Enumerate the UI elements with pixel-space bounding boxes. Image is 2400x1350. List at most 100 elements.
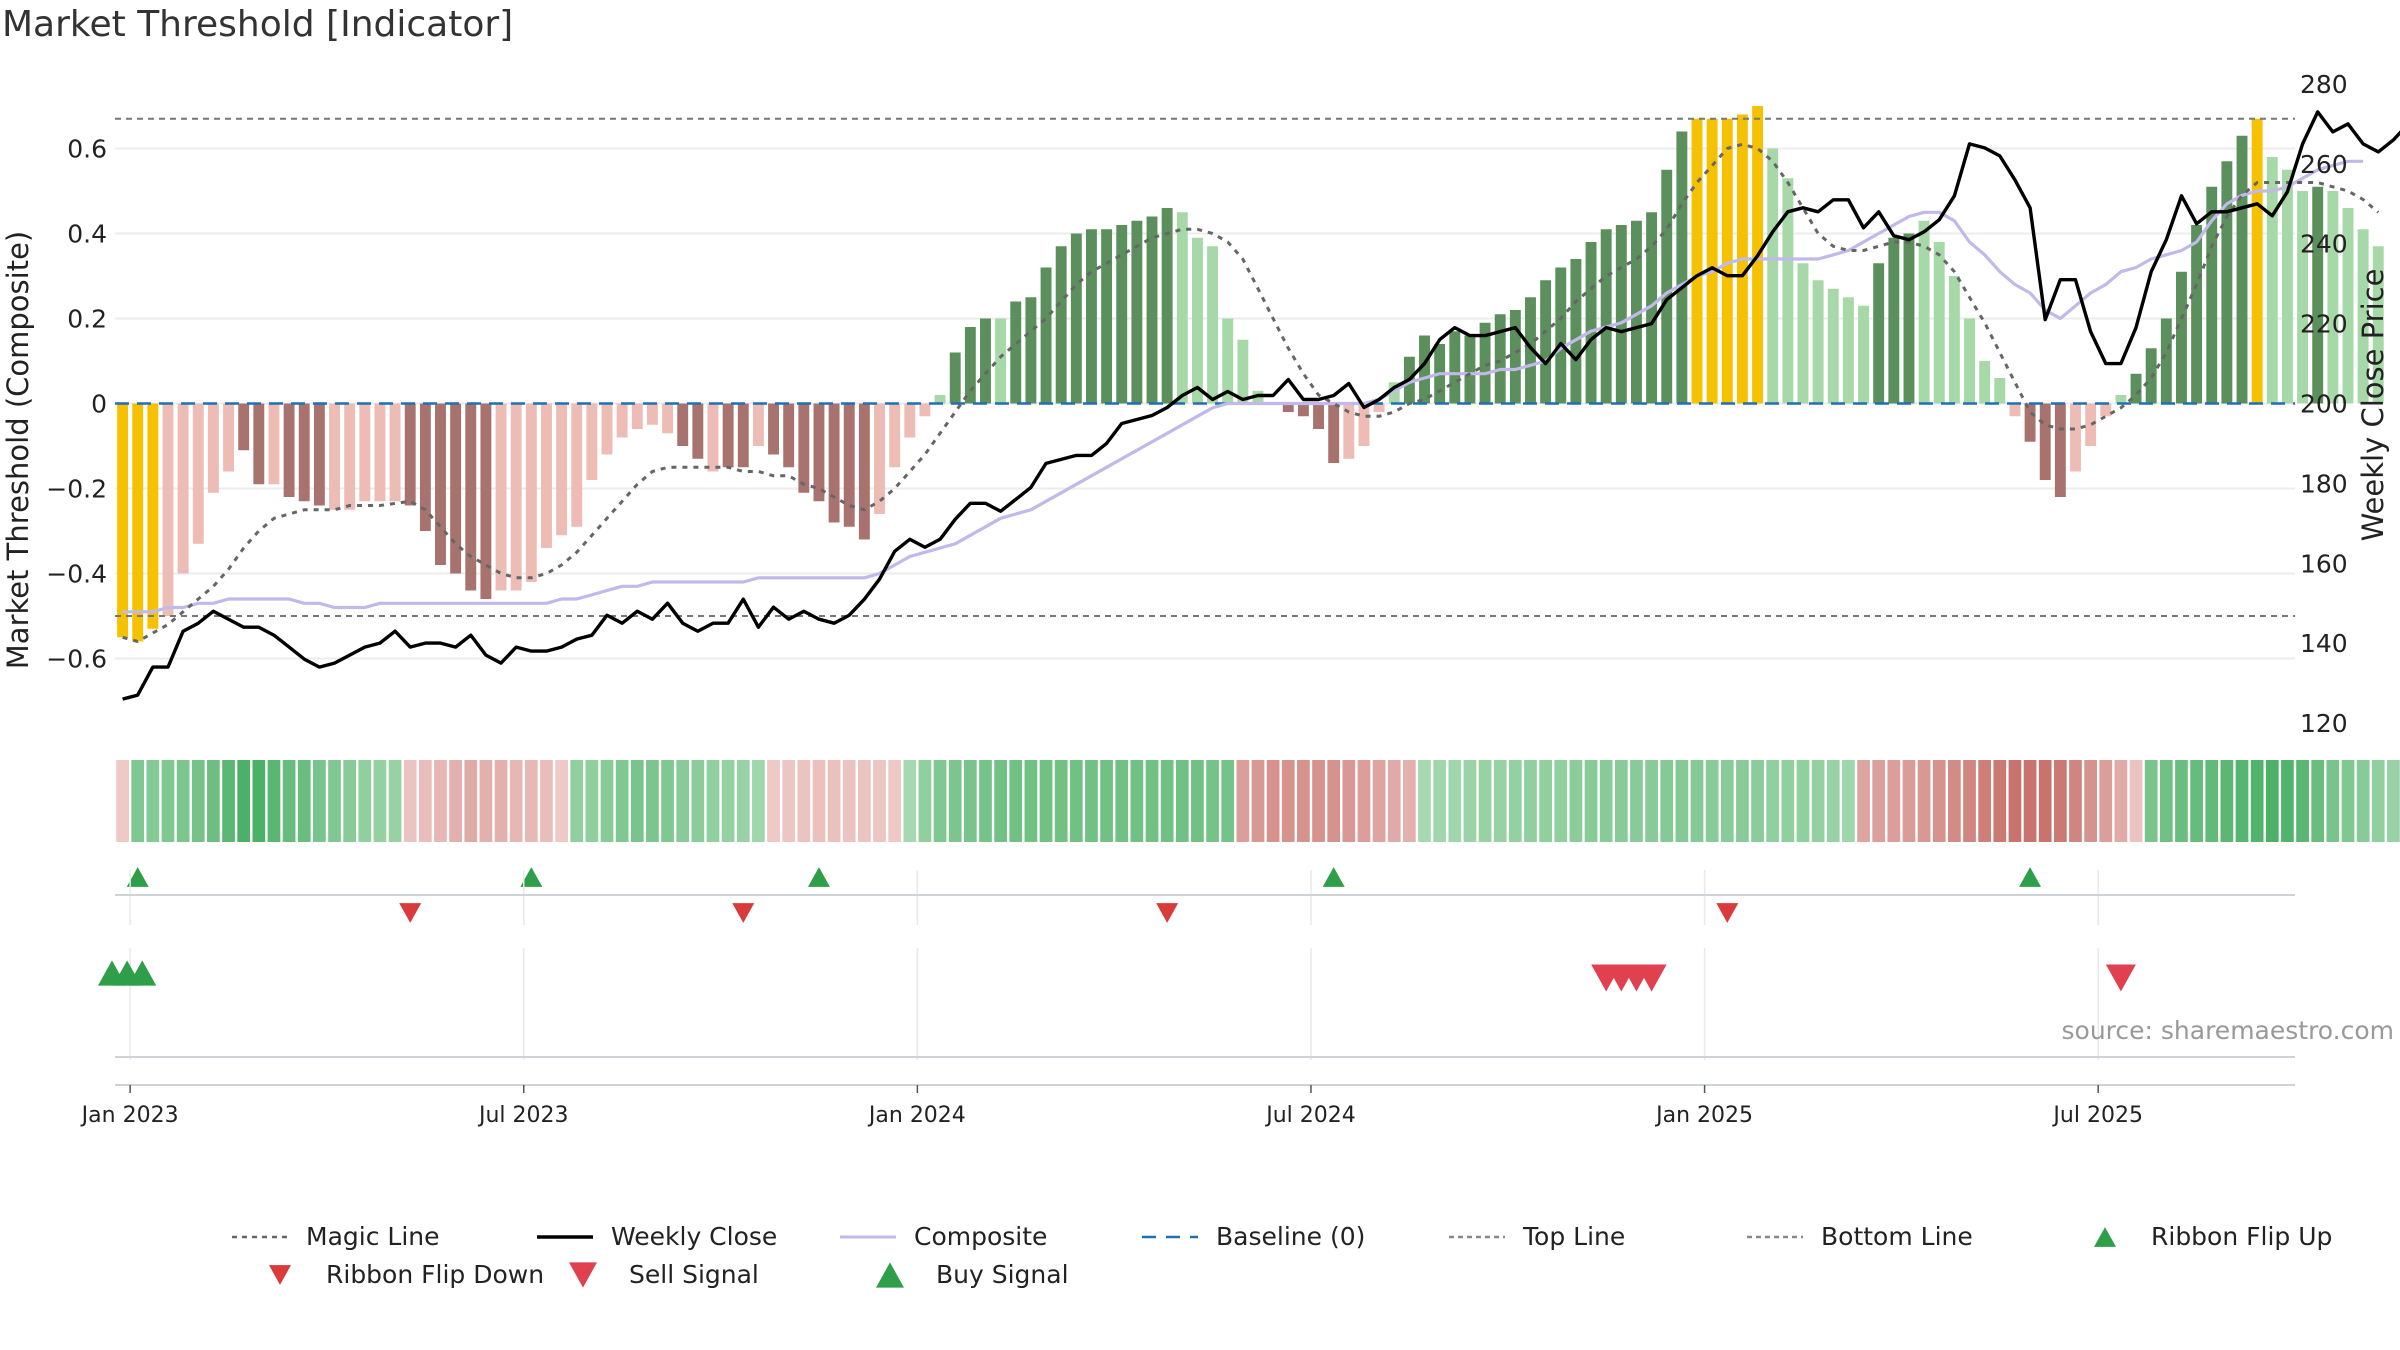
legend-item: Magic Line: [230, 1222, 440, 1251]
ribbon-cell: [1993, 760, 2007, 842]
composite-bar: [1176, 212, 1188, 404]
composite-bar: [1025, 297, 1037, 404]
right-tick-label: 200: [2300, 390, 2348, 419]
composite-bar: [1615, 225, 1627, 404]
ribbon-cell: [676, 760, 690, 842]
ribbon-cell: [1508, 760, 1522, 842]
composite-bar: [465, 403, 477, 591]
ribbon-cell: [282, 760, 296, 842]
composite-bar: [828, 403, 840, 523]
legend-swatch: [569, 1261, 597, 1288]
composite-bar: [2085, 403, 2097, 446]
ribbon-cell: [1433, 760, 1447, 842]
ribbon-cell: [1130, 760, 1144, 842]
ribbon-cell: [630, 760, 644, 842]
composite-bar: [2024, 403, 2036, 442]
ribbon-cell: [2175, 760, 2188, 842]
composite-bar: [601, 403, 613, 455]
ribbon-cell: [1493, 760, 1507, 842]
composite-bar: [1540, 280, 1552, 404]
composite-bar: [1297, 403, 1309, 417]
ribbon-cell: [509, 760, 523, 842]
legend-item: Bottom Line: [1745, 1222, 1973, 1251]
composite-bar: [889, 403, 901, 468]
composite-bar: [1328, 403, 1340, 463]
ribbon-cell: [2023, 760, 2037, 842]
composite-bar: [1313, 403, 1324, 429]
composite-bar: [1070, 233, 1082, 404]
right-tick-label: 240: [2300, 230, 2348, 259]
composite-bar: [798, 403, 810, 493]
ribbon-cell: [2069, 760, 2082, 842]
composite-bar: [1464, 335, 1476, 404]
ribbon-cell: [2356, 760, 2370, 842]
composite-bar: [1494, 314, 1506, 404]
composite-bar: [2327, 191, 2339, 404]
composite-bar: [1116, 225, 1128, 404]
right-axis-label: Weekly Close Price: [2356, 269, 2390, 542]
composite-bar: [737, 403, 749, 468]
composite-bar: [1676, 131, 1688, 404]
legend-label: Composite: [914, 1222, 1048, 1251]
composite-bar: [1146, 216, 1158, 404]
legend-item: Top Line: [1447, 1222, 1625, 1251]
legend-swatch: [1747, 1235, 1803, 1238]
ribbon-cell: [1690, 760, 1704, 842]
right-axis-ticks: 120 140 160 180 200 220 240 260 280: [2300, 70, 2348, 738]
ribbon-cell: [1630, 760, 1643, 842]
composite-bar: [662, 403, 674, 434]
composite-bar: [1797, 263, 1809, 404]
ribbon-cell: [948, 760, 962, 842]
ribbon-cell: [1978, 760, 1992, 842]
composite-bar: [1600, 229, 1612, 404]
ribbon-flip-down-marker: [399, 903, 422, 923]
ribbon-cell: [2008, 760, 2022, 842]
composite-bar: [117, 403, 129, 638]
ribbon-flip-up-marker: [1322, 867, 1345, 887]
ribbon-cell: [1902, 760, 1916, 842]
signal-markers: [97, 870, 2295, 1086]
ribbon-cell: [2326, 760, 2340, 842]
ribbon-cell: [373, 760, 387, 842]
composite-bar: [934, 395, 946, 404]
composite-bar: [162, 403, 174, 616]
ribbon-cell: [812, 760, 826, 842]
composite-bar: [692, 403, 704, 459]
composite-bar: [329, 403, 340, 510]
ribbon-cell: [1024, 760, 1038, 842]
ribbon-cell: [388, 760, 402, 842]
ribbon-cell: [1251, 760, 1265, 842]
composite-bar: [1873, 263, 1885, 404]
ribbon-cell: [615, 760, 629, 842]
x-tick-label: Jul 2024: [1264, 1103, 1356, 1128]
composite-bar: [1040, 267, 1052, 404]
composite-bar: [2130, 373, 2142, 404]
x-tick-label: Jan 2024: [867, 1103, 966, 1128]
ribbon-cell: [1705, 760, 1719, 842]
left-tick-label: −0.6: [46, 645, 107, 674]
ribbon-cell: [1887, 760, 1901, 842]
ribbon-cell: [903, 760, 917, 842]
composite-bar: [904, 403, 916, 438]
legend-label: Baseline (0): [1216, 1222, 1366, 1251]
legend-item: Weekly Close: [535, 1222, 777, 1251]
composite-bar: [1631, 220, 1642, 404]
composite-bar: [949, 352, 961, 404]
x-tick-label: Jul 2025: [2051, 1103, 2143, 1128]
left-tick-label: 0.6: [67, 135, 107, 164]
composite-bar: [995, 318, 1007, 404]
ribbon-cell: [524, 760, 538, 842]
right-tick-label: 180: [2300, 469, 2348, 498]
composite-bar: [1691, 118, 1703, 404]
composite-bar: [1358, 403, 1370, 446]
ribbon-cell: [1297, 760, 1310, 842]
ribbon-flip-down-marker: [1156, 903, 1179, 923]
composite-bar: [2054, 403, 2066, 497]
ribbon-cell: [1403, 760, 1416, 842]
ribbon-cell: [1751, 760, 1764, 842]
ribbon-cell: [1448, 760, 1462, 842]
ribbon-cell: [297, 760, 311, 842]
ribbon-cell: [146, 760, 160, 842]
right-tick-label: 120: [2300, 709, 2348, 738]
ribbon-cell: [797, 760, 811, 842]
